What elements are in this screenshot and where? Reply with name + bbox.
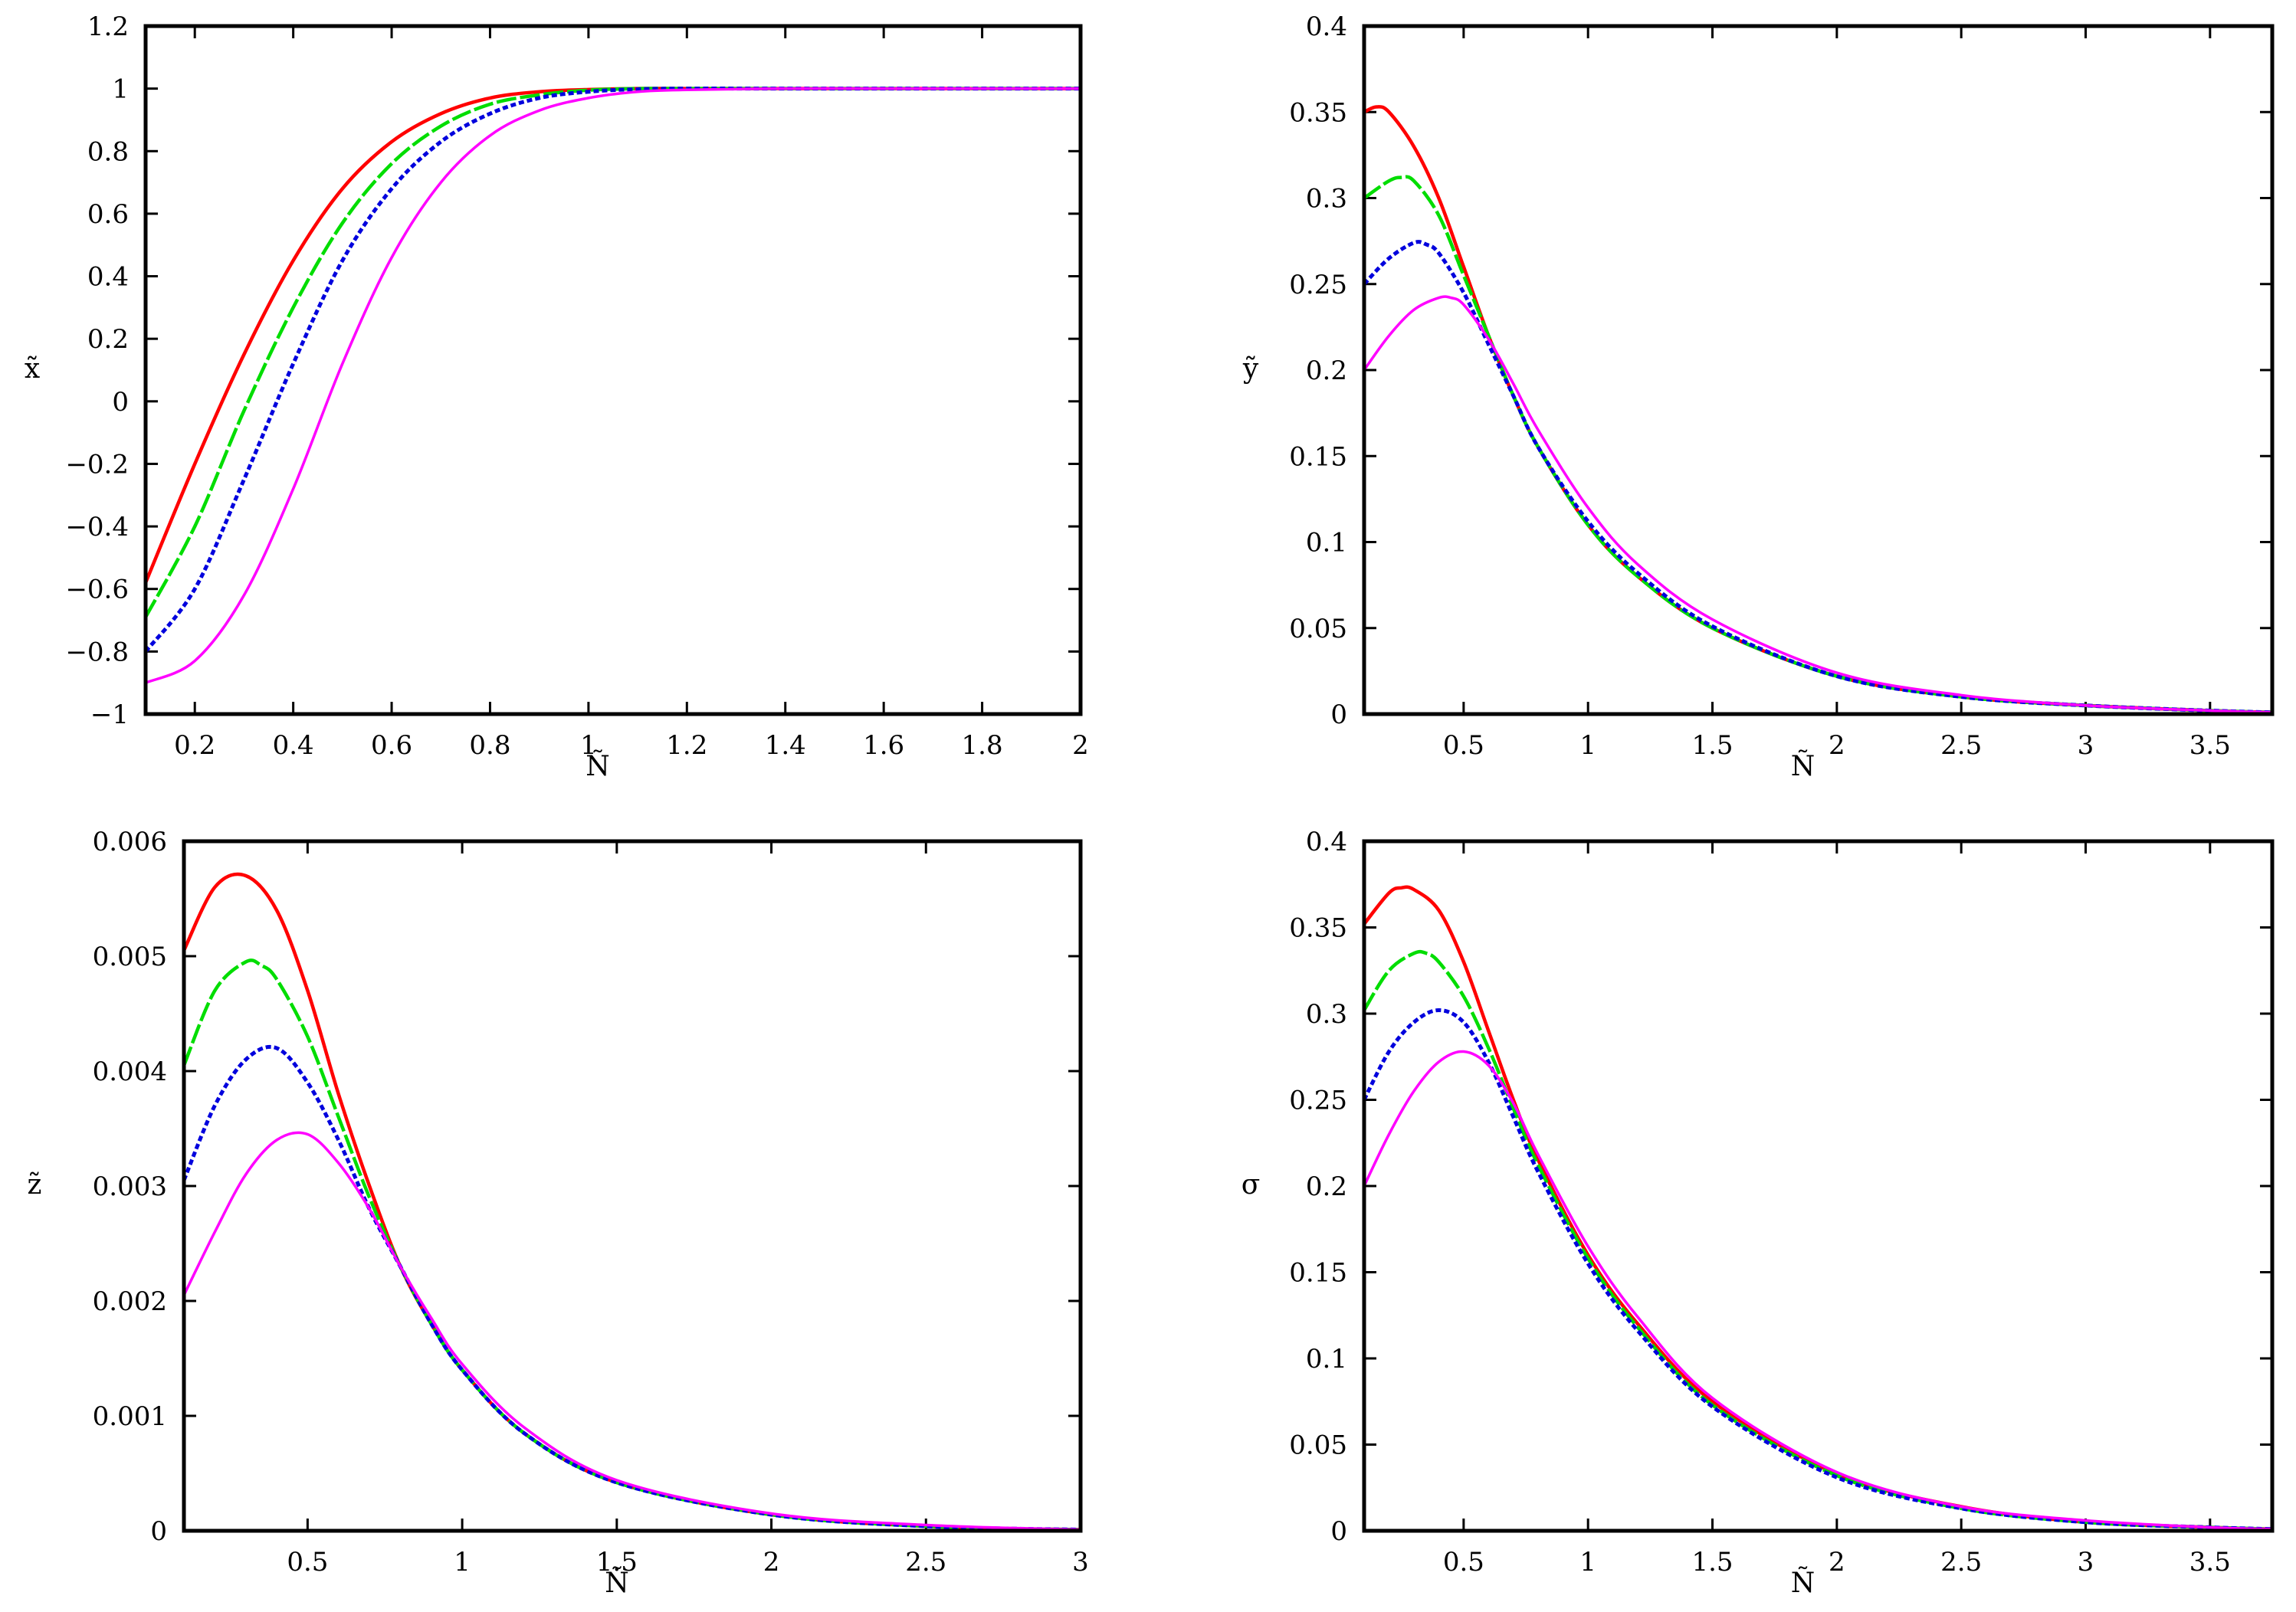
y-tick-label: 0.1	[1306, 528, 1347, 559]
plot-frame	[1362, 839, 2275, 1533]
x-axis-label: Ñ	[1791, 750, 1815, 782]
y-tick-label: 0.25	[1289, 1086, 1347, 1116]
x-tick-label: 3	[1072, 1547, 1089, 1578]
series-1-line	[184, 872, 1081, 1531]
x-tick-label: 1.5	[1691, 730, 1733, 761]
series-4-line	[146, 87, 1081, 684]
x-tick-label: 1.2	[666, 730, 707, 761]
series-2-line	[184, 958, 1081, 1531]
plot-frame	[143, 24, 1083, 716]
chart-panel-3: 0.5 1 1.5 2 2.5 3 0 0.001 0.002 0.003 0.004 0.005 0.…	[28, 827, 1089, 1599]
x-tick-label: 1	[454, 1547, 471, 1578]
y-tick-label: 0.004	[93, 1057, 167, 1087]
y-tick-label: −0.6	[65, 575, 129, 605]
y-tick-label: 0.15	[1289, 1258, 1347, 1289]
plot-frame	[182, 839, 1083, 1533]
y-tick-label: 0.001	[93, 1401, 167, 1432]
x-tick-label: 1	[1579, 730, 1596, 761]
series-1-line	[1364, 105, 2272, 714]
chart-panel-4: 0.5 1 1.5 2 2.5 3 3.5 0 0.05 0.1 0.15 0.2 0.25 0.3 0.3…	[1241, 827, 2275, 1599]
y-tick-label: 0.25	[1289, 270, 1347, 300]
chart-panel-1: 0.2 0.4 0.6 0.8 1 1.2 1.4 1.6 1.8 2 −1 −0.8 −0.6 −0.4…	[25, 11, 1089, 782]
x-tick-label: 0.5	[1443, 730, 1484, 761]
x-axis-label: Ñ	[1791, 1567, 1815, 1599]
x-tick-label: 0.5	[1443, 1547, 1484, 1578]
series-2-line	[1364, 175, 2272, 714]
series-4-line	[184, 1131, 1081, 1531]
y-tick-label: 0.2	[1306, 355, 1347, 386]
y-tick-label: 0.3	[1306, 999, 1347, 1030]
x-tick-label: 3.5	[2189, 730, 2231, 761]
series-3-line	[1364, 1008, 2272, 1531]
y-tick-label: 1	[112, 74, 129, 105]
x-tick-label: 3	[2078, 1547, 2094, 1578]
x-tick-label: 2.5	[1940, 1547, 1982, 1578]
series-2-line	[1364, 949, 2272, 1531]
y-tick-label: 0.4	[1306, 827, 1347, 857]
x-tick-label: 3	[2078, 730, 2094, 761]
x-tick-label: 1.8	[962, 730, 1003, 761]
y-tick-label: 0.002	[93, 1286, 167, 1317]
y-tick-label: −0.2	[65, 449, 129, 480]
x-tick-label: 0.8	[469, 730, 510, 761]
y-tick-label: 0.4	[87, 262, 129, 293]
x-tick-label: 0.6	[371, 730, 412, 761]
y-tick-label: 0.2	[87, 324, 129, 355]
y-tick-label: 0	[150, 1516, 167, 1547]
y-tick-label: 1.2	[87, 11, 129, 42]
x-tick-label: 2.5	[905, 1547, 946, 1578]
y-tick-label: −0.4	[65, 512, 129, 542]
x-tick-label: 3.5	[2189, 1547, 2231, 1578]
x-tick-label: 2	[1829, 1547, 1845, 1578]
y-tick-label: −0.8	[65, 637, 129, 667]
y-tick-label: 0.35	[1289, 97, 1347, 128]
y-tick-label: −1	[90, 700, 129, 730]
y-tick-label: 0.4	[1306, 11, 1347, 42]
x-tick-label: 0.5	[287, 1547, 328, 1578]
x-tick-label: 1.4	[765, 730, 806, 761]
x-tick-label: 2	[1072, 730, 1089, 761]
x-tick-label: 1.6	[863, 730, 904, 761]
x-tick-label: 2	[763, 1547, 780, 1578]
series-3-line	[1364, 240, 2272, 714]
x-tick-label: 1	[580, 730, 597, 761]
y-tick-label: 0.8	[87, 136, 129, 167]
y-tick-label: 0.2	[1306, 1171, 1347, 1202]
series-4-line	[1364, 295, 2272, 714]
x-axis-label: Ñ	[605, 1567, 629, 1599]
y-tick-label: 0.003	[93, 1171, 167, 1202]
x-tick-label: 1	[1579, 1547, 1596, 1578]
x-tick-label: 2.5	[1940, 730, 1982, 761]
y-tick-label: 0.05	[1289, 614, 1347, 644]
series-3-line	[146, 87, 1081, 653]
y-axis-label: z̃	[28, 1169, 42, 1201]
x-tick-label: 1.5	[596, 1547, 638, 1578]
x-tick-label: 0.2	[174, 730, 215, 761]
y-tick-label: 0	[1330, 700, 1347, 730]
y-axis-label: x̃	[25, 353, 40, 385]
y-tick-label: 0.006	[93, 827, 167, 857]
y-axis-label: σ	[1241, 1169, 1261, 1201]
y-tick-label: 0	[1330, 1516, 1347, 1547]
plot-frame	[1362, 24, 2275, 716]
y-tick-label: 0.3	[1306, 184, 1347, 215]
series-3-line	[184, 1044, 1081, 1531]
y-tick-label: 0	[112, 387, 129, 418]
x-axis-label: Ñ	[585, 750, 610, 782]
y-tick-label: 0.005	[93, 942, 167, 972]
y-tick-label: 0.05	[1289, 1430, 1347, 1461]
series-1-line	[1364, 885, 2272, 1531]
x-tick-label: 0.4	[273, 730, 314, 761]
x-tick-label: 1.5	[1691, 1547, 1733, 1578]
y-tick-label: 0.15	[1289, 441, 1347, 472]
y-tick-label: 0.1	[1306, 1344, 1347, 1374]
series-4-line	[1364, 1050, 2272, 1531]
x-tick-label: 2	[1829, 730, 1845, 761]
y-tick-label: 0.35	[1289, 913, 1347, 944]
y-axis-label: ỹ	[1242, 353, 1259, 385]
series-2-line	[146, 87, 1081, 618]
y-tick-label: 0.6	[87, 199, 129, 230]
chart-panel-2: 0.5 1 1.5 2 2.5 3 3.5 0 0.05 0.1 0.15 0.2 0.25 0.3 0.3…	[1242, 11, 2275, 782]
